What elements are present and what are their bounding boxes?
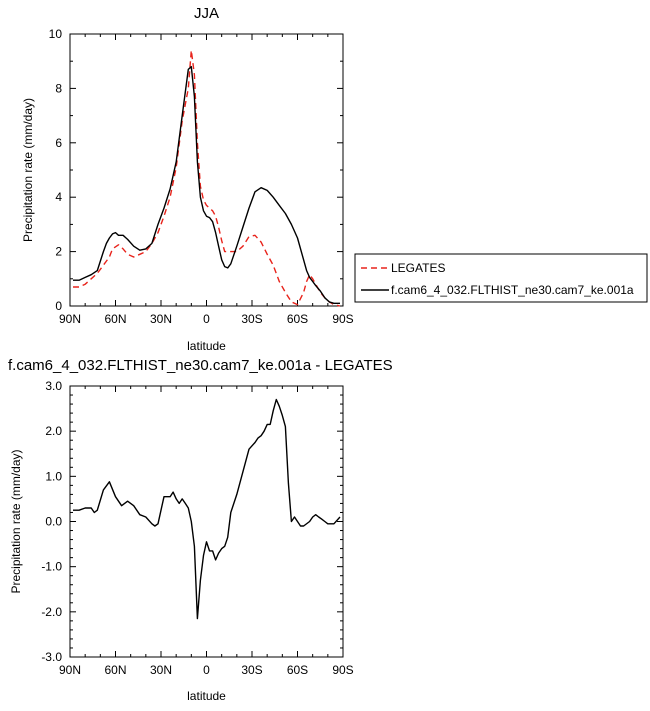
- y-tick-label: 8: [55, 81, 62, 95]
- y-tick-label: 3.0: [45, 379, 62, 393]
- top-chart: JJA 90N 60N 30N 0 30S 60S 90S 0 2 4 6 8 10 latitude Pre…: [21, 5, 354, 353]
- chart-title: f.cam6_4_032.FLTHIST_ne30.cam7_ke.001a -…: [8, 357, 393, 374]
- y-tick-label: -1.0: [41, 560, 62, 574]
- y-tick-label: 10: [49, 27, 63, 41]
- x-tick-label: 0: [203, 312, 210, 326]
- legend-box: [354, 253, 648, 303]
- x-tick-label: 60S: [287, 312, 308, 326]
- y-tick-label: 0.0: [45, 515, 62, 529]
- legend-label-legates: LEGATES: [391, 261, 445, 275]
- x-axis-label: latitude: [187, 339, 226, 353]
- x-tick-label: 60N: [104, 312, 126, 326]
- series-line-difference: [73, 398, 341, 620]
- legend: LEGATES f.cam6_4_032.FLTHIST_ne30.cam7_ke…: [354, 253, 648, 303]
- y-axis-label: Precipitation rate (mm/day): [21, 98, 35, 242]
- x-tick-label: 60S: [287, 663, 308, 677]
- x-tick-label: 60N: [104, 663, 126, 677]
- series-line-model: [73, 65, 340, 304]
- plot-frame: [69, 385, 344, 658]
- y-tick-label: 1.0: [45, 469, 62, 483]
- y-tick-label: 2: [55, 245, 62, 259]
- x-tick-label: 30N: [150, 663, 172, 677]
- series-line-legates: [73, 49, 341, 307]
- bottom-chart: f.cam6_4_032.FLTHIST_ne30.cam7_ke.001a -…: [8, 357, 393, 703]
- y-tick-label: -2.0: [41, 605, 62, 619]
- plot-frame: [69, 33, 344, 307]
- chart-title: JJA: [194, 5, 219, 22]
- legend-label-model: f.cam6_4_032.FLTHIST_ne30.cam7_ke.001a: [391, 283, 634, 297]
- y-tick-label: -3.0: [41, 650, 62, 664]
- y-tick-label: 6: [55, 136, 62, 150]
- x-axis-label: latitude: [187, 689, 226, 703]
- y-tick-label: 0: [55, 299, 62, 313]
- y-axis-label: Precipitation rate (mm/day): [9, 449, 23, 593]
- x-tick-label: 30N: [150, 312, 172, 326]
- x-tick-label: 30S: [241, 663, 262, 677]
- x-tick-label: 90N: [59, 312, 81, 326]
- x-tick-label: 0: [203, 663, 210, 677]
- y-tick-label: 2.0: [45, 424, 62, 438]
- x-tick-label: 30S: [241, 312, 262, 326]
- y-tick-label: 4: [55, 190, 62, 204]
- x-tick-label: 90N: [59, 663, 81, 677]
- x-tick-label: 90S: [332, 663, 353, 677]
- x-tick-label: 90S: [332, 312, 353, 326]
